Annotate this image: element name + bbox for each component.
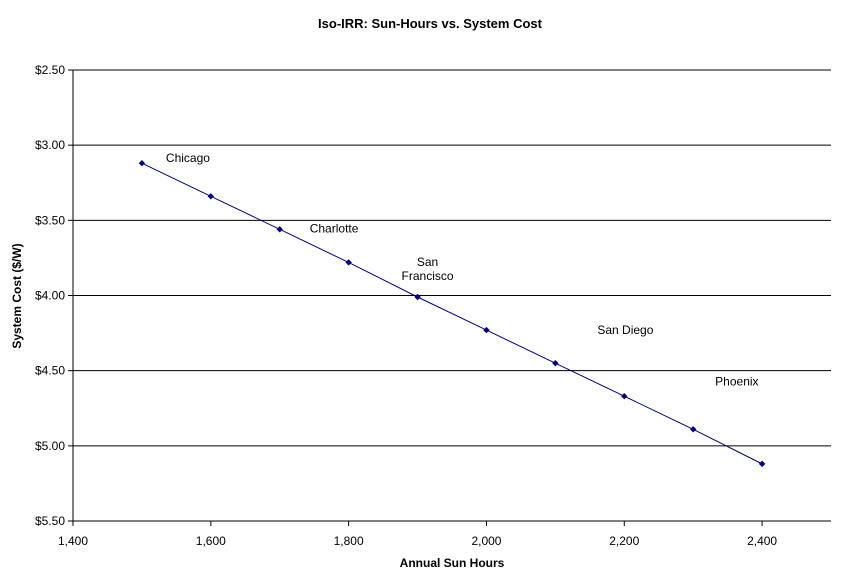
annotation-label: San [417,255,438,269]
y-axis-title: System Cost ($/W) [10,243,24,348]
data-point [758,460,766,468]
x-tick-label: 1,800 [334,534,364,548]
data-point [414,293,421,301]
x-tick-label: 2,200 [609,534,639,548]
series-line [141,162,763,465]
y-tick-label: $4.50 [35,364,65,378]
data-point [552,359,559,367]
x-tick-label: 1,400 [58,534,88,548]
data-point [276,226,283,233]
data-point [483,326,490,334]
data-point [138,160,146,167]
annotation-label: San Diego [597,323,653,337]
x-tick-label: 1,600 [196,534,226,548]
y-tick-label: $2.50 [35,63,65,77]
annotation-label: Charlotte [310,221,359,235]
gridlines [73,69,831,522]
annotation-label: Francisco [402,269,454,283]
data-point [345,259,352,266]
data-point [689,426,697,433]
y-tick-label: $5.00 [35,439,65,453]
annotation-label: Chicago [166,151,210,165]
x-tick-label: 2,400 [747,534,777,548]
x-tick-label: 2,000 [471,534,501,548]
data-series [138,160,766,468]
y-axis-ticks: $2.50 $3.00 $3.50 $4.00 $4.50 $5.00 $5.50 [35,63,73,528]
x-axis-title: Annual Sun Hours [400,556,505,570]
data-point [207,193,215,200]
y-tick-label: $3.50 [35,213,65,227]
y-tick-label: $3.00 [35,138,65,152]
y-tick-label: $4.00 [35,289,65,303]
data-point [621,393,628,400]
chart-title: Iso-IRR: Sun-Hours vs. System Cost [318,16,543,31]
annotation-label: Phoenix [715,374,758,388]
x-axis-ticks: 1,400 1,600 1,800 2,000 2,200 2,400 [58,521,777,548]
y-tick-label: $5.50 [35,514,65,528]
